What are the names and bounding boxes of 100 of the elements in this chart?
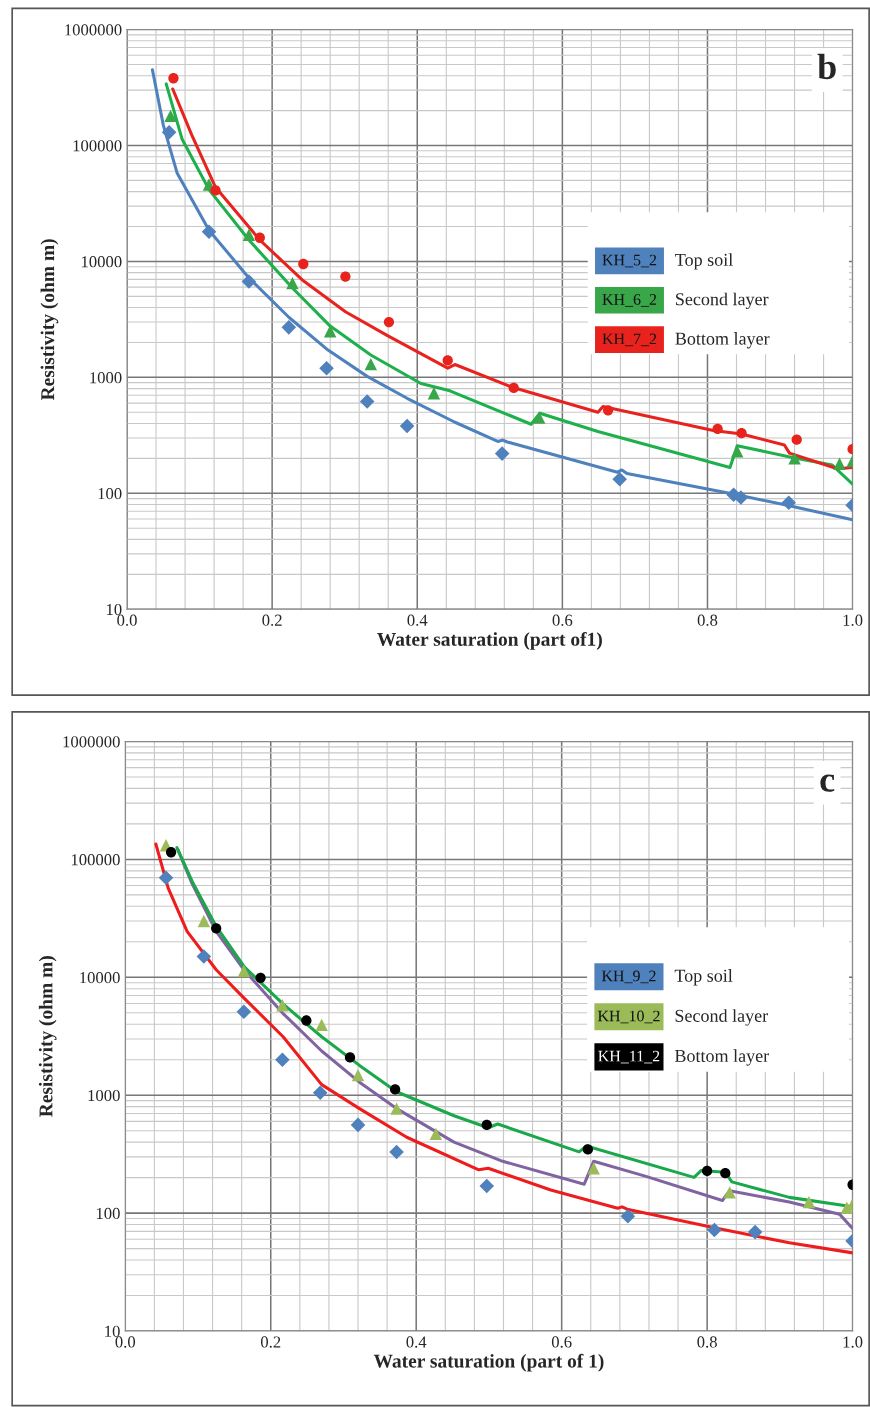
point (707, 1222, 722, 1238)
point (211, 923, 222, 934)
point (210, 185, 221, 196)
y-tick-label: 10 (105, 1325, 120, 1337)
point (612, 472, 627, 487)
point (197, 914, 211, 928)
text: KH_10_2 (597, 1010, 660, 1024)
point (254, 232, 265, 243)
x-axis-title: Water saturation (part of1) (377, 631, 602, 650)
point (275, 1052, 290, 1067)
text: KH_5_2 (602, 254, 657, 268)
point (701, 1165, 713, 1177)
annotation: c (820, 774, 835, 792)
point (479, 1178, 495, 1194)
point (242, 228, 256, 241)
y-axis-title: Resistivity (ohm m) (38, 956, 57, 1117)
annotation: Top soil (675, 253, 733, 270)
point (442, 355, 453, 366)
point (255, 972, 266, 983)
point (429, 1127, 443, 1141)
point (781, 495, 797, 510)
point (344, 1052, 356, 1063)
point (399, 418, 415, 434)
point (340, 271, 351, 282)
x-tick-label: 1.0 (843, 614, 863, 626)
point (164, 109, 177, 123)
text: KH_9_2 (601, 970, 656, 984)
point (281, 320, 297, 335)
annotation: Top soil (674, 969, 733, 986)
y-tick-label: 10000 (80, 972, 120, 984)
point (383, 316, 395, 328)
point (788, 452, 801, 465)
annotation: Second layer (676, 292, 769, 310)
point (312, 1085, 328, 1100)
point (389, 1144, 404, 1160)
x-axis-title: Water saturation (part of 1) (373, 1353, 604, 1372)
x-tick-label: 1.0 (843, 1336, 863, 1348)
point (364, 357, 378, 371)
point (236, 1004, 252, 1020)
y-tick-label: 1000 (88, 1089, 120, 1102)
x-tick-label: 0.0 (117, 614, 137, 626)
y-tick-label: 10000 (81, 256, 122, 268)
point (587, 1162, 600, 1175)
point (791, 434, 802, 445)
point (158, 870, 174, 885)
point (319, 360, 334, 376)
annotation: Bottom layer (675, 332, 770, 349)
point (390, 1102, 403, 1115)
point (315, 1018, 328, 1032)
point (168, 73, 179, 84)
y-tick-label: 1000000 (65, 24, 122, 36)
y-axis-title: Resistivity (ohm m) (40, 239, 59, 401)
point (237, 964, 251, 978)
x-tick-label: 0.4 (407, 614, 428, 626)
text: KH_7_2 (602, 333, 657, 347)
point (165, 847, 177, 858)
x-tick-label: 0.6 (552, 614, 573, 626)
point (620, 1209, 636, 1224)
y-tick-label: 10 (106, 603, 122, 616)
x-tick-label: 0.2 (262, 614, 282, 626)
x-tick-label: 0.8 (697, 1336, 717, 1348)
point (723, 1186, 736, 1199)
point (301, 1015, 312, 1026)
annotation: b (817, 53, 836, 80)
point (196, 949, 212, 964)
point (532, 411, 546, 424)
y-tick-label: 100000 (73, 140, 122, 152)
x-tick-label: 0.8 (697, 614, 718, 626)
text: KH_11_2 (598, 1050, 660, 1064)
point (241, 274, 257, 289)
point (720, 1168, 731, 1179)
point (833, 457, 846, 470)
point (508, 382, 519, 394)
x-tick-label: 0.0 (115, 1336, 136, 1348)
y-tick-label: 1000000 (63, 736, 120, 748)
point (736, 428, 747, 439)
point (389, 1084, 401, 1095)
point (359, 394, 375, 409)
point (350, 1117, 366, 1133)
y-tick-label: 100 (98, 487, 122, 500)
point (731, 445, 744, 458)
point (582, 1144, 594, 1155)
annotation: Bottom layer (674, 1049, 770, 1066)
point (494, 446, 510, 461)
text: KH_6_2 (602, 294, 657, 307)
point (323, 325, 337, 338)
y-tick-label: 1000 (90, 372, 122, 384)
y-tick-label: 100 (96, 1207, 120, 1220)
point (276, 998, 289, 1012)
point (712, 423, 723, 434)
y-tick-label: 100000 (71, 854, 120, 866)
point (351, 1068, 365, 1082)
point (802, 1195, 816, 1209)
point (161, 124, 177, 140)
x-tick-label: 0.6 (551, 1336, 572, 1348)
x-tick-label: 0.4 (406, 1336, 427, 1348)
point (481, 1119, 492, 1131)
annotation: Second layer (675, 1009, 768, 1026)
point (602, 405, 614, 416)
point (201, 224, 217, 240)
